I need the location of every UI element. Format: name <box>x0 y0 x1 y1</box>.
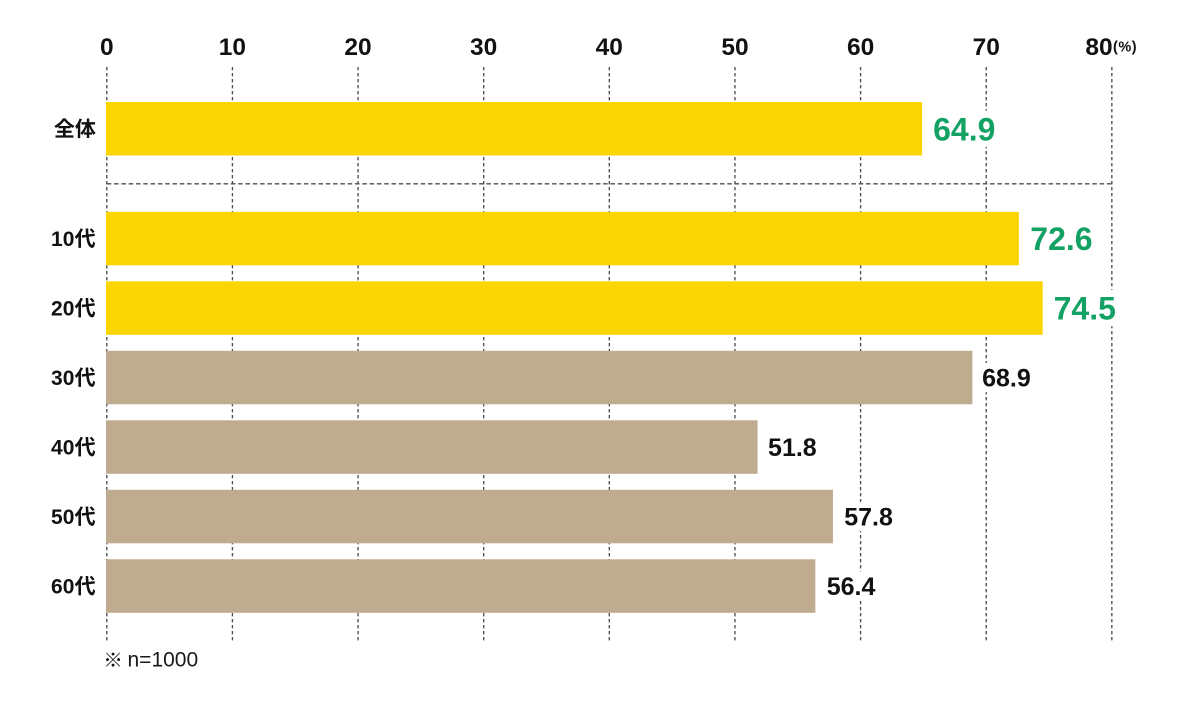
svg-text:51.8: 51.8 <box>768 434 817 462</box>
svg-text:20: 20 <box>344 34 371 61</box>
svg-text:50: 50 <box>721 34 748 61</box>
svg-text:60: 60 <box>847 34 874 61</box>
svg-text:70: 70 <box>973 34 1000 61</box>
svg-text:10: 10 <box>51 228 74 251</box>
svg-text:64.9: 64.9 <box>933 111 995 147</box>
svg-text:0: 0 <box>100 34 114 61</box>
svg-text:60: 60 <box>51 576 74 599</box>
svg-text:40: 40 <box>51 437 74 460</box>
svg-text:50: 50 <box>51 506 74 529</box>
svg-text:30: 30 <box>470 34 497 61</box>
svg-text:(%): (%) <box>1113 40 1137 56</box>
svg-text:74.5: 74.5 <box>1054 291 1116 327</box>
svg-text:n=1000: n=1000 <box>128 649 199 672</box>
svg-text:57.8: 57.8 <box>844 504 893 532</box>
svg-text:72.6: 72.6 <box>1030 221 1092 257</box>
svg-text:80: 80 <box>1085 34 1112 61</box>
svg-text:68.9: 68.9 <box>982 365 1031 393</box>
svg-text:10: 10 <box>219 34 246 61</box>
svg-text:56.4: 56.4 <box>827 573 876 601</box>
svg-text:20: 20 <box>51 298 74 321</box>
svg-text:30: 30 <box>51 367 74 390</box>
svg-text:40: 40 <box>596 34 623 61</box>
